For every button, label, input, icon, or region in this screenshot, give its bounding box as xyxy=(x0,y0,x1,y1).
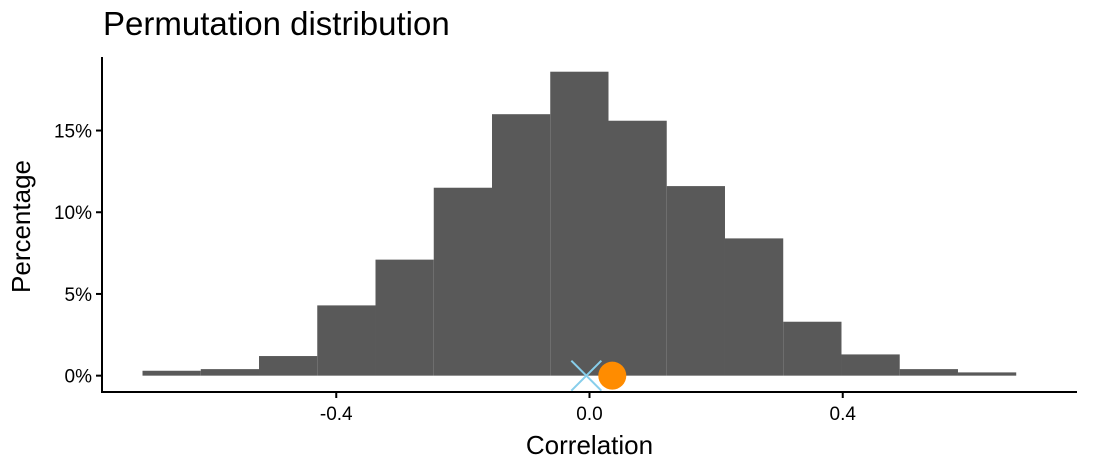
x-tick-label: -0.4 xyxy=(320,404,353,425)
histogram-bar xyxy=(259,356,318,376)
x-tick-label: 0.0 xyxy=(576,404,602,425)
histogram-bar xyxy=(724,238,784,376)
histogram-bar xyxy=(550,71,609,376)
y-axis-ticks: 0% 5% 10% 15% xyxy=(54,122,102,388)
x-axis-label: Correlation xyxy=(526,430,653,460)
histogram-bar xyxy=(783,321,842,376)
histogram-bar xyxy=(200,369,260,376)
histogram-bar xyxy=(142,370,201,376)
histogram-bars xyxy=(142,71,1017,376)
x-marker xyxy=(570,359,603,392)
circle-marker xyxy=(598,361,627,390)
histogram-bar xyxy=(899,369,958,376)
markers xyxy=(570,359,627,392)
histogram-bar xyxy=(957,372,1017,376)
histogram-bar xyxy=(608,120,667,376)
y-tick-label: 5% xyxy=(65,285,93,306)
histogram-bar xyxy=(492,114,551,376)
histogram-bar xyxy=(317,305,376,376)
y-tick-label: 10% xyxy=(54,203,92,224)
y-tick-label: 15% xyxy=(54,122,92,143)
histogram-bar xyxy=(841,354,900,376)
y-axis-label: Percentage xyxy=(6,160,36,293)
x-axis-ticks: -0.4 0.0 0.4 xyxy=(320,392,857,425)
histogram-bar xyxy=(375,259,434,376)
y-tick-label: 0% xyxy=(65,367,93,388)
histogram-bar xyxy=(433,187,492,376)
histogram-bar xyxy=(666,186,725,376)
chart-title: Permutation distribution xyxy=(103,5,450,42)
x-tick-label: 0.4 xyxy=(830,404,857,425)
